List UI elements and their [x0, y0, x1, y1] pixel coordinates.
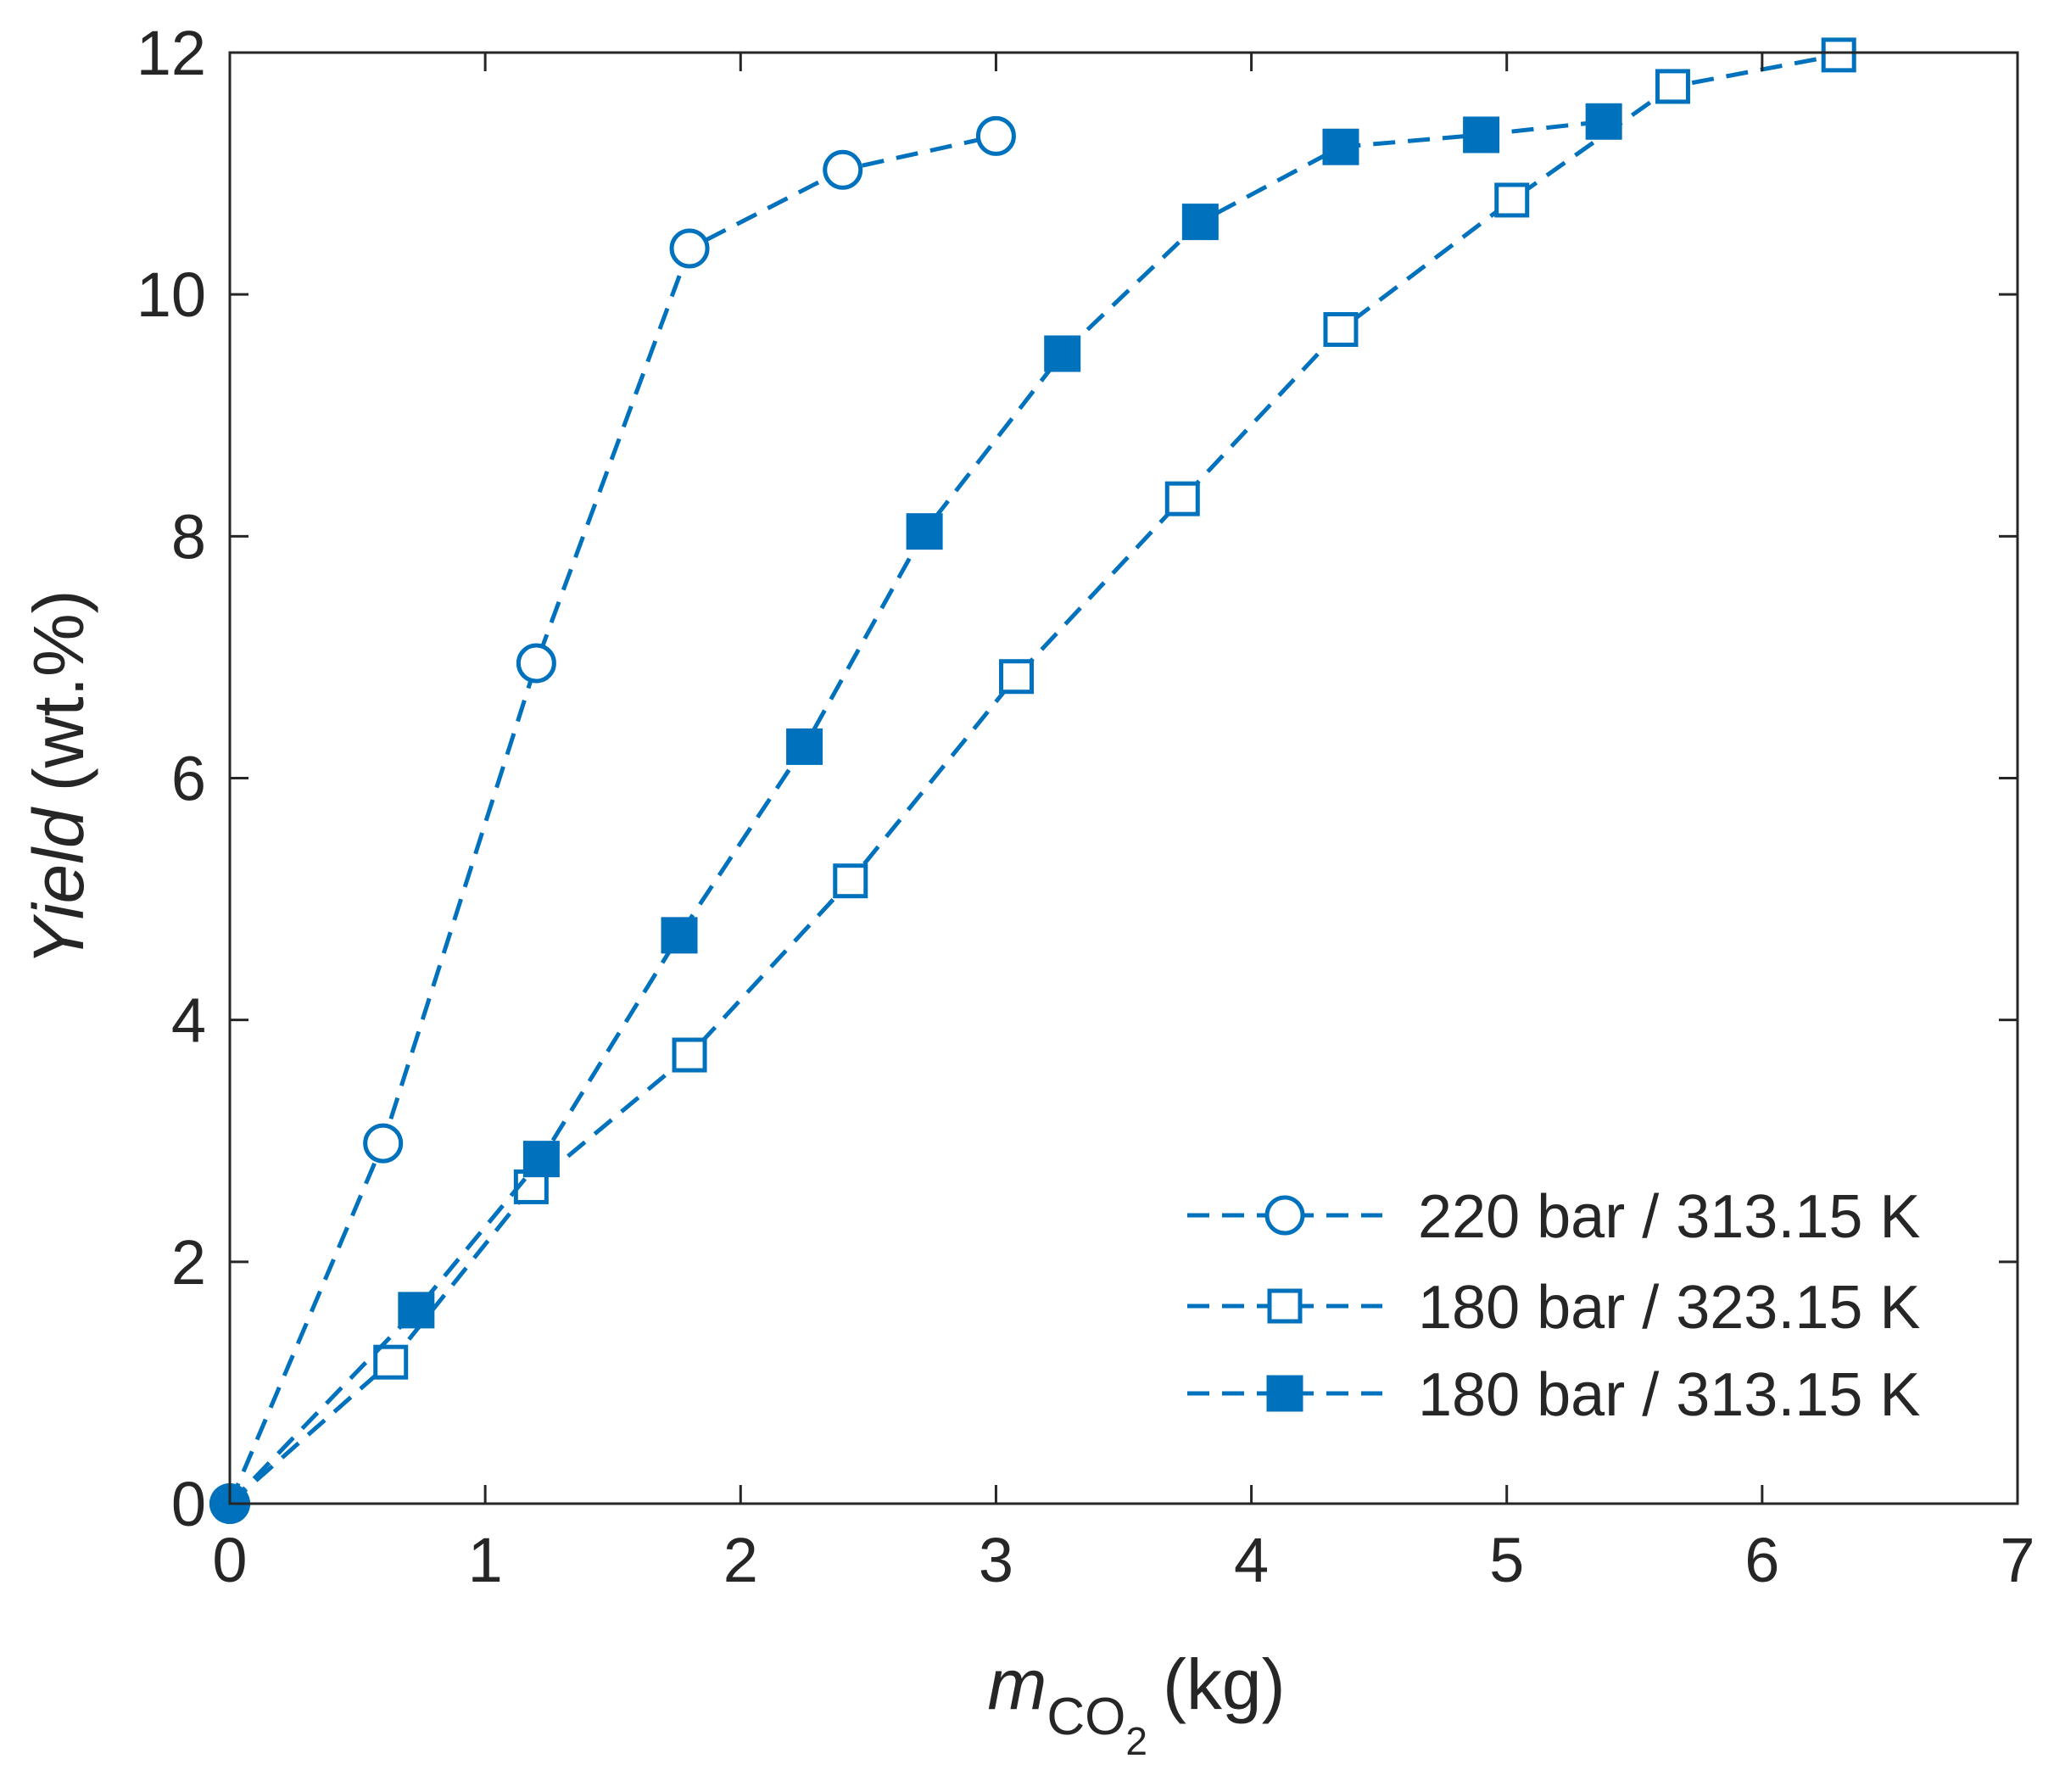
series-line	[227, 133, 996, 1504]
x-tick-label: 1	[468, 1525, 503, 1595]
data-point	[975, 115, 1016, 156]
legend-marker	[1267, 1288, 1303, 1324]
y-tick-label: 2	[171, 1227, 206, 1298]
y-tick-label: 8	[171, 501, 206, 572]
data-point	[398, 1292, 435, 1329]
data-point	[1323, 312, 1359, 348]
data-point	[786, 728, 823, 765]
data-point	[373, 1344, 409, 1380]
x-tick-label: 0	[212, 1525, 247, 1595]
x-tick-label: 6	[1744, 1525, 1779, 1595]
series-line	[228, 53, 1839, 1505]
series-3	[209, 103, 1622, 1524]
data-point	[906, 513, 943, 550]
y-tick-label: 10	[137, 260, 206, 330]
data-point	[1494, 182, 1530, 218]
data-point	[833, 863, 868, 899]
legend: 220 bar / 313.15 K 180 bar / 323.15 K 180 …	[1187, 1183, 1920, 1429]
data-point	[516, 643, 556, 684]
legend-label: 180 bar / 323.15 K	[1418, 1274, 1920, 1342]
legend-entry-3: 180 bar / 313.15 K	[1187, 1361, 1920, 1429]
x-tick-label: 7	[2000, 1525, 2034, 1595]
legend-label: 220 bar / 313.15 K	[1418, 1183, 1920, 1251]
data-point	[672, 1037, 707, 1073]
legend-marker	[1266, 1375, 1303, 1412]
x-axis-label: mCO2(kg)	[987, 1644, 1285, 1763]
data-point	[823, 149, 863, 190]
data-point	[522, 1141, 560, 1178]
data-point	[1164, 481, 1200, 516]
x-tick-label: 3	[979, 1525, 1013, 1595]
data-point	[1821, 37, 1856, 73]
series-layer	[209, 37, 1856, 1524]
legend-entry-2: 180 bar / 323.15 K	[1187, 1274, 1920, 1342]
data-point	[1044, 335, 1081, 372]
y-tick-label: 6	[171, 744, 206, 814]
x-tick-label: 4	[1234, 1525, 1269, 1595]
data-point	[661, 917, 698, 954]
x-tick-label: 2	[723, 1525, 758, 1595]
data-point	[1655, 69, 1690, 104]
legend-label: 180 bar / 313.15 K	[1418, 1361, 1920, 1429]
series-1	[209, 115, 1016, 1524]
data-point	[1181, 204, 1219, 241]
legend-marker	[1264, 1195, 1305, 1236]
y-axis-label: Yield(wt.%)	[19, 589, 98, 965]
data-point	[669, 228, 710, 269]
data-point	[363, 1123, 404, 1164]
y-tick-label: 0	[171, 1469, 206, 1539]
series-line	[228, 119, 1605, 1505]
y-tick-label: 12	[137, 18, 206, 88]
data-point	[1322, 128, 1359, 165]
data-point	[999, 659, 1035, 695]
x-tick-label: 5	[1489, 1525, 1524, 1595]
data-point	[1585, 103, 1622, 140]
y-tick-label: 4	[171, 985, 206, 1056]
legend-entry-1: 220 bar / 313.15 K	[1187, 1183, 1920, 1251]
data-point	[1463, 116, 1500, 154]
